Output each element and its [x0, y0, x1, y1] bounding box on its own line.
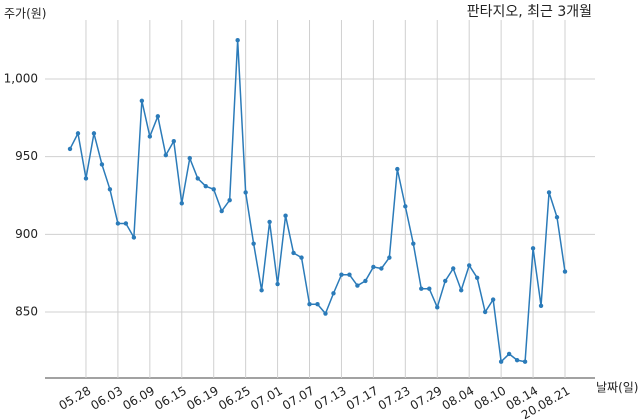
point: [307, 302, 312, 307]
point: [522, 359, 528, 364]
y-tick-label: 950: [15, 149, 38, 163]
x-axis-label: 날짜(일): [596, 381, 638, 395]
point: [546, 190, 552, 195]
x-tick-label: 07.23: [376, 384, 413, 413]
point: [139, 98, 145, 103]
x-tick-label: 06.25: [216, 384, 253, 413]
x-tick-label: 07.17: [344, 384, 381, 413]
point: [131, 235, 137, 240]
x-tick-label: 08.10: [472, 384, 509, 413]
point: [347, 272, 352, 277]
point: [67, 146, 73, 152]
point: [323, 311, 328, 316]
point: [411, 241, 416, 246]
point: [259, 288, 264, 293]
point: [435, 305, 440, 310]
point: [115, 221, 121, 226]
point: [123, 221, 129, 226]
point: [107, 187, 113, 192]
point: [403, 204, 408, 209]
x-tick-label: 06.15: [152, 384, 189, 413]
x-tick-label: 05.28: [56, 384, 93, 413]
point: [83, 176, 89, 181]
point: [482, 309, 488, 315]
point: [219, 208, 224, 214]
point: [554, 215, 560, 220]
point: [283, 213, 288, 218]
point: [379, 266, 384, 271]
point: [243, 190, 248, 195]
point: [339, 272, 344, 277]
point: [315, 302, 320, 307]
x-tick-label: 07.13: [312, 384, 349, 413]
point: [155, 114, 161, 119]
point: [331, 291, 336, 296]
point: [371, 264, 376, 270]
point: [267, 219, 272, 225]
point: [235, 37, 240, 43]
point: [363, 278, 368, 284]
y-tick-label: 900: [15, 227, 38, 241]
point: [443, 278, 448, 284]
point: [251, 241, 256, 246]
point: [291, 250, 296, 256]
point: [275, 281, 280, 287]
x-tick-label: 07.29: [408, 384, 445, 413]
point: [91, 131, 97, 136]
point: [514, 357, 520, 363]
point: [466, 263, 472, 268]
point: [395, 166, 400, 172]
point: [451, 266, 456, 271]
point: [171, 138, 176, 144]
point: [163, 152, 169, 158]
point: [427, 286, 432, 291]
point: [419, 286, 424, 291]
point: [459, 288, 464, 293]
x-tick-label: 07.01: [248, 384, 285, 413]
point: [498, 359, 504, 364]
point: [387, 255, 392, 260]
point: [187, 156, 192, 161]
price-line: [69, 40, 566, 364]
point: [99, 162, 105, 167]
point: [299, 255, 304, 260]
point: [203, 183, 208, 189]
y-tick-label: 850: [15, 304, 38, 318]
x-tick-label: 06.03: [88, 384, 125, 413]
point: [562, 269, 568, 274]
point: [538, 303, 544, 308]
point: [530, 246, 536, 251]
x-tick-label: 06.19: [184, 384, 221, 413]
point: [227, 197, 232, 203]
x-tick-label: 08.04: [440, 384, 477, 413]
point: [490, 297, 496, 302]
point: [179, 201, 184, 206]
chart-title: 판타지오, 최근 3개월: [467, 4, 592, 20]
y-axis-label: 주가(원): [4, 7, 46, 21]
point: [211, 187, 216, 192]
x-tick-label: 07.07: [280, 384, 317, 413]
point: [506, 351, 512, 357]
point: [474, 275, 480, 281]
point: [195, 176, 200, 181]
point: [147, 134, 153, 139]
y-tick-label: 1,000: [4, 72, 38, 86]
point: [75, 131, 81, 136]
x-tick-label: 06.09: [120, 384, 157, 413]
point: [355, 283, 360, 288]
